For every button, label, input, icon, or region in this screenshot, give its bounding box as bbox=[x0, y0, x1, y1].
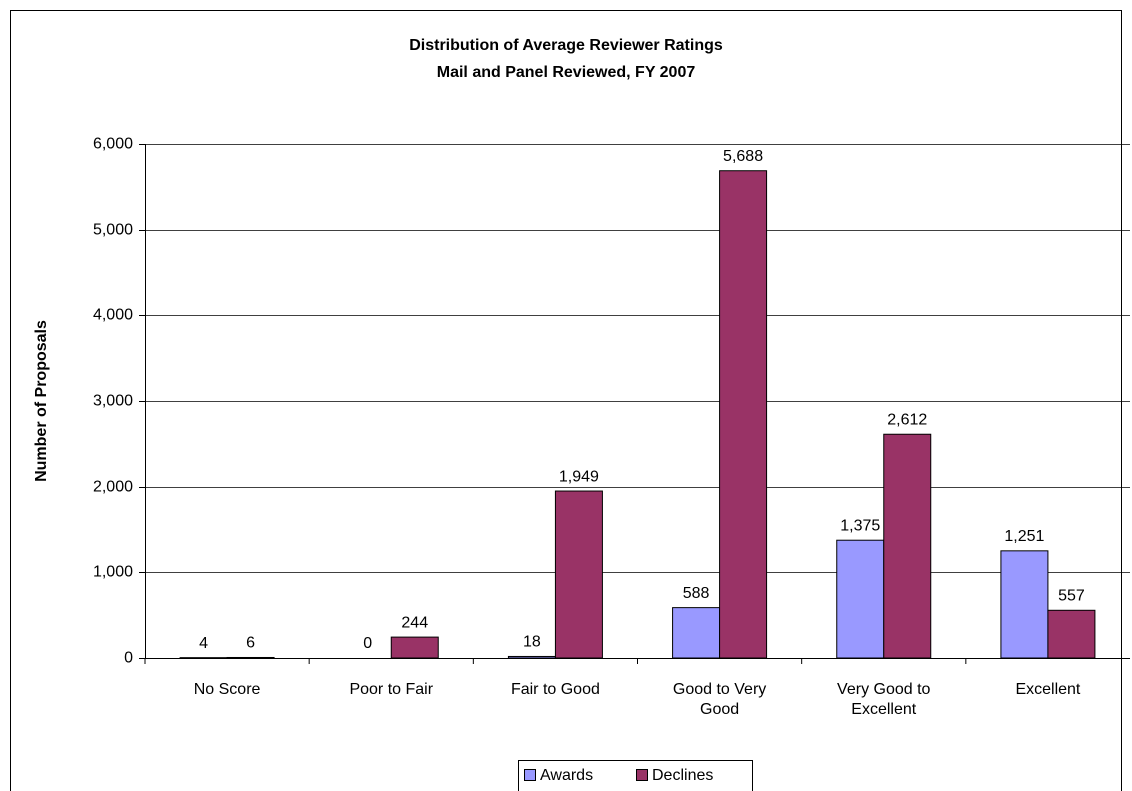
x-tick-label: Very Good to Excellent bbox=[837, 681, 931, 718]
value-label: 4 bbox=[199, 635, 208, 652]
chart-subtitle: Mail and Panel Reviewed, FY 2007 bbox=[437, 64, 696, 81]
value-label: 5,688 bbox=[723, 148, 763, 165]
y-tick-label: 5,000 bbox=[93, 222, 133, 239]
x-tick-label: Excellent bbox=[1015, 681, 1081, 698]
bar bbox=[1000, 550, 1049, 659]
bar bbox=[226, 656, 275, 659]
value-label: 244 bbox=[401, 614, 428, 631]
legend-label: Declines bbox=[652, 767, 713, 784]
bar bbox=[719, 170, 768, 659]
bar bbox=[883, 433, 932, 659]
bar bbox=[836, 539, 885, 659]
y-tick-label: 1,000 bbox=[93, 564, 133, 581]
bar bbox=[507, 655, 556, 659]
chart-border bbox=[10, 10, 1122, 791]
bar bbox=[554, 490, 603, 659]
value-label: 1,251 bbox=[1004, 528, 1044, 545]
legend-box bbox=[518, 760, 753, 791]
y-tick-label: 3,000 bbox=[93, 393, 133, 410]
value-label: 0 bbox=[363, 635, 372, 652]
value-label: 2,612 bbox=[887, 411, 927, 428]
legend-swatch bbox=[636, 769, 648, 781]
x-tick-label: Fair to Good bbox=[510, 681, 600, 698]
value-label: 6 bbox=[246, 635, 255, 652]
x-tick-label: Good to Very Good bbox=[672, 681, 767, 718]
legend-label: Awards bbox=[540, 767, 593, 784]
x-tick-label: Poor to Fair bbox=[349, 681, 434, 698]
x-tick-label: No Score bbox=[193, 681, 261, 698]
chart-title: Distribution of Average Reviewer Ratings bbox=[409, 37, 723, 54]
y-tick-label: 4,000 bbox=[93, 307, 133, 324]
y-axis-label: Number of Proposals bbox=[33, 320, 50, 482]
legend-swatch bbox=[524, 769, 536, 781]
value-label: 557 bbox=[1058, 588, 1085, 605]
value-label: 18 bbox=[523, 634, 541, 651]
bar bbox=[672, 607, 721, 659]
y-tick-label: 2,000 bbox=[93, 479, 133, 496]
bar bbox=[1047, 609, 1096, 659]
y-tick-label: 0 bbox=[124, 650, 133, 667]
value-label: 588 bbox=[683, 585, 710, 602]
value-label: 1,375 bbox=[840, 517, 880, 534]
value-label: 1,949 bbox=[559, 468, 599, 485]
bar bbox=[390, 636, 439, 659]
y-tick-label: 6,000 bbox=[93, 136, 133, 153]
